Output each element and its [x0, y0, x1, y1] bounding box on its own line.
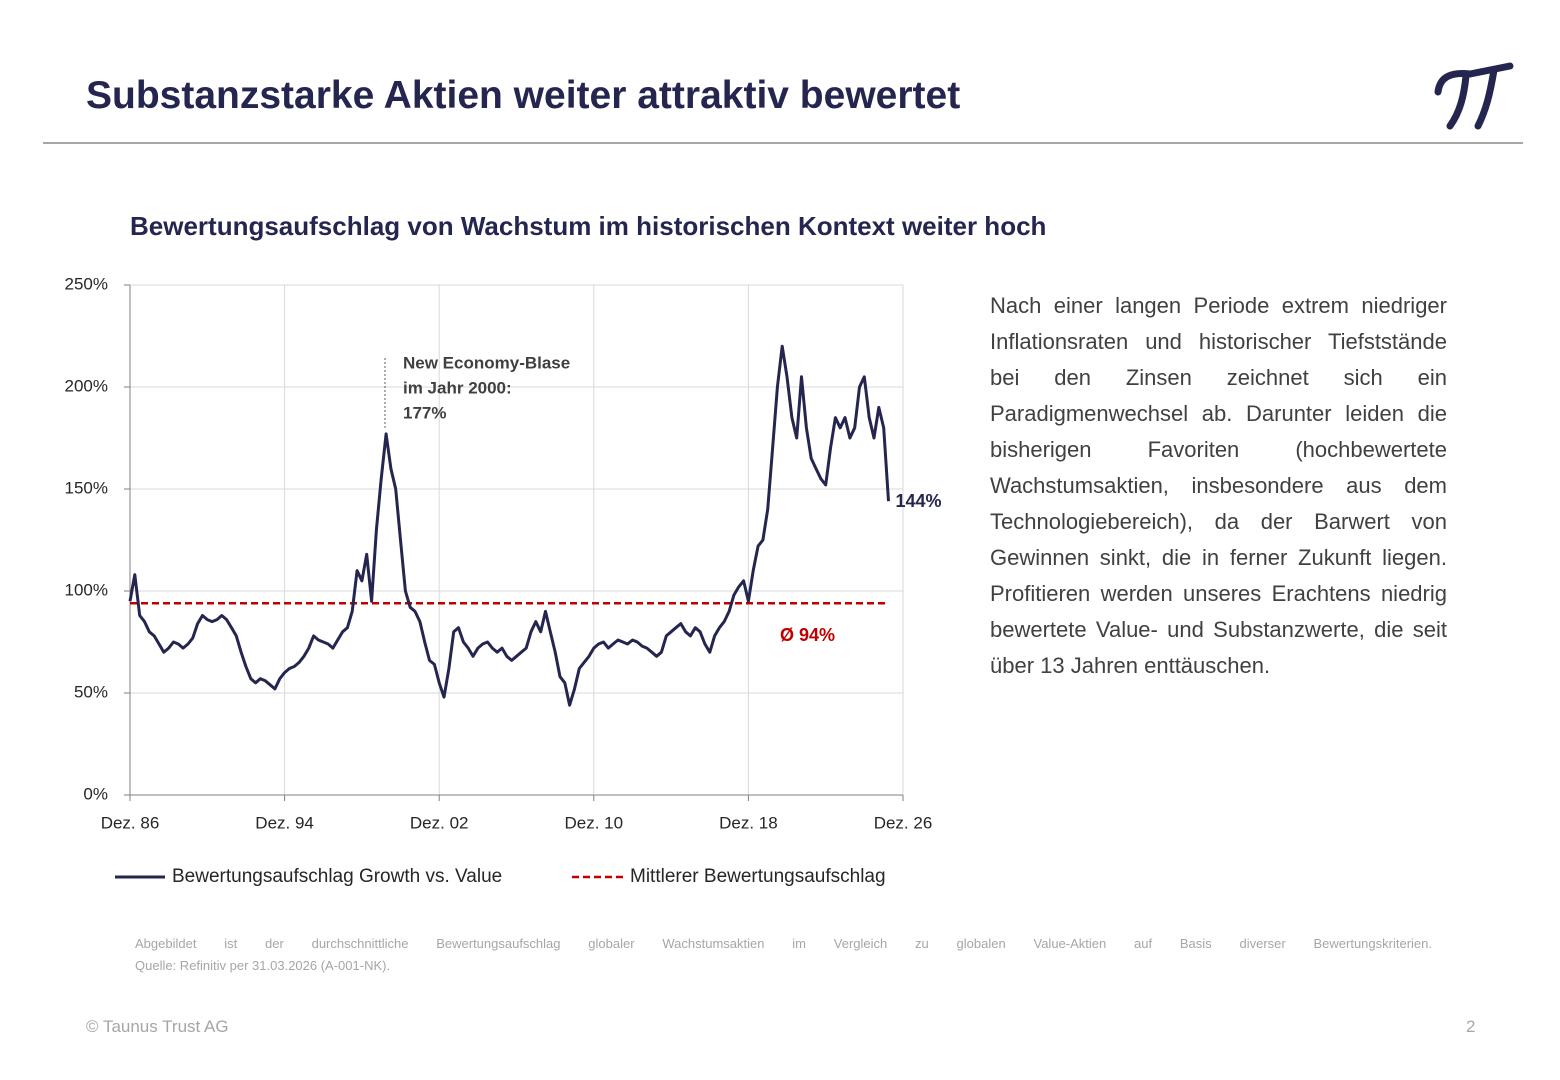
x-tick-label: Dez. 86: [101, 813, 160, 832]
annotation-text: New Economy-Blase: [403, 353, 570, 372]
legend-label: Mittlerer Bewertungsaufschlag: [630, 866, 886, 887]
reference-label: Ø 94%: [780, 625, 835, 645]
y-tick-label: 100%: [65, 580, 108, 599]
chart-title: Bewertungsaufschlag von Wachstum im hist…: [130, 211, 1047, 241]
footnote: Abgebildet ist der durchschnittliche Bew…: [135, 933, 1432, 977]
x-tick-label: Dez. 94: [255, 813, 314, 832]
y-tick-label: 150%: [65, 478, 108, 497]
legend-label: Bewertungsaufschlag Growth vs. Value: [172, 866, 502, 887]
x-tick-label: Dez. 18: [719, 813, 778, 832]
y-tick-label: 50%: [74, 682, 108, 701]
body-text: Nach einer langen Periode extrem niedrig…: [990, 293, 1447, 678]
slide-title: Substanzstarke Aktien weiter attraktiv b…: [86, 74, 961, 117]
x-tick-label: Dez. 02: [410, 813, 469, 832]
copyright: © Taunus Trust AG: [86, 1017, 229, 1036]
x-tick-label: Dez. 26: [874, 813, 933, 832]
page-number: 2: [1466, 1017, 1476, 1036]
y-tick-label: 200%: [65, 376, 108, 395]
end-value-label: 144%: [896, 491, 942, 511]
x-tick-label: Dez. 10: [565, 813, 624, 832]
annotation-text: 177%: [403, 403, 446, 422]
series-line: [128, 344, 890, 707]
y-tick-label: 0%: [83, 784, 108, 803]
y-tick-label: 250%: [65, 274, 108, 293]
annotation-text: im Jahr 2000:: [403, 378, 512, 397]
footnote-source: Quelle: Refinitiv per 31.03.2026 (A-001-…: [135, 958, 391, 973]
footnote-description: Abgebildet ist der durchschnittliche Bew…: [135, 936, 1432, 951]
logo: [1434, 62, 1514, 130]
